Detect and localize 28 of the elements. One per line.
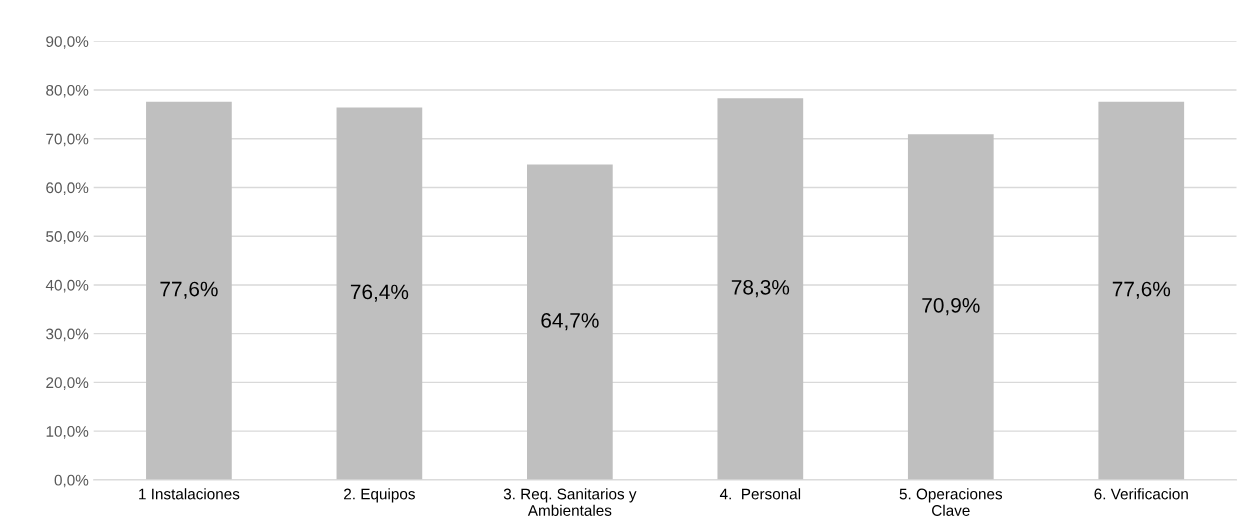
x-tick-label: 2. Equipos [344, 488, 415, 503]
y-tick-label: 50,0% [46, 231, 89, 244]
y-tick-label: 30,0% [46, 328, 89, 342]
bar [717, 98, 804, 480]
data-label: 76,4% [350, 284, 409, 302]
y-tick-label: 20,0% [46, 377, 89, 390]
y-tick-label: 80,0% [46, 84, 89, 98]
y-tick-label: 40,0% [45, 279, 89, 293]
bar [1098, 101, 1185, 480]
data-label: 77,6% [1112, 281, 1171, 299]
data-label: 77,6% [160, 281, 218, 299]
bar [146, 101, 232, 480]
y-tick-label: 70,0% [46, 133, 89, 147]
x-tick-label: 1 Instalaciones [139, 488, 240, 500]
bar [336, 107, 423, 480]
y-tick-label: 0,0% [54, 474, 89, 488]
x-tick-label: 4. Personal [719, 488, 801, 500]
x-tick-label: 3. Req. Sanitarios y Ambientales [503, 488, 637, 516]
bar [527, 164, 613, 480]
data-label: 70,9% [922, 297, 980, 316]
data-label: 78,3% [731, 279, 790, 298]
data-label: 64,7% [541, 313, 599, 331]
bar [907, 134, 994, 480]
y-tick-label: 60,0% [46, 182, 89, 195]
y-tick-label: 90,0% [46, 36, 89, 49]
x-tick-label: 6. Verificacion [1094, 488, 1188, 500]
y-tick-label: 10,0% [46, 426, 89, 439]
x-tick-label: 5. Operaciones Clave [899, 488, 1003, 516]
